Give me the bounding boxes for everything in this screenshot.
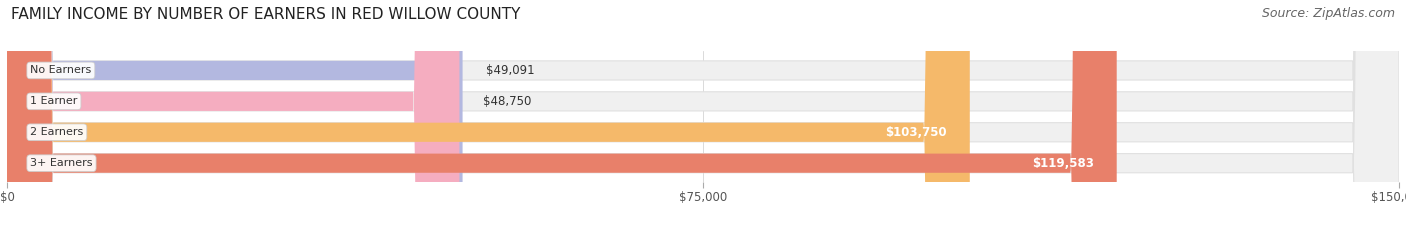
FancyBboxPatch shape	[7, 0, 1399, 233]
Text: $49,091: $49,091	[486, 64, 534, 77]
Text: No Earners: No Earners	[31, 65, 91, 75]
Text: 3+ Earners: 3+ Earners	[31, 158, 93, 168]
FancyBboxPatch shape	[7, 0, 463, 233]
Text: FAMILY INCOME BY NUMBER OF EARNERS IN RED WILLOW COUNTY: FAMILY INCOME BY NUMBER OF EARNERS IN RE…	[11, 7, 520, 22]
Text: $119,583: $119,583	[1032, 157, 1094, 170]
FancyBboxPatch shape	[7, 0, 1399, 233]
Text: $48,750: $48,750	[482, 95, 531, 108]
FancyBboxPatch shape	[7, 0, 1116, 233]
Text: $103,750: $103,750	[884, 126, 946, 139]
FancyBboxPatch shape	[7, 0, 1399, 233]
FancyBboxPatch shape	[7, 0, 1399, 233]
Text: 1 Earner: 1 Earner	[31, 96, 77, 106]
FancyBboxPatch shape	[7, 0, 460, 233]
Text: 2 Earners: 2 Earners	[31, 127, 83, 137]
Text: Source: ZipAtlas.com: Source: ZipAtlas.com	[1261, 7, 1395, 20]
FancyBboxPatch shape	[7, 0, 970, 233]
